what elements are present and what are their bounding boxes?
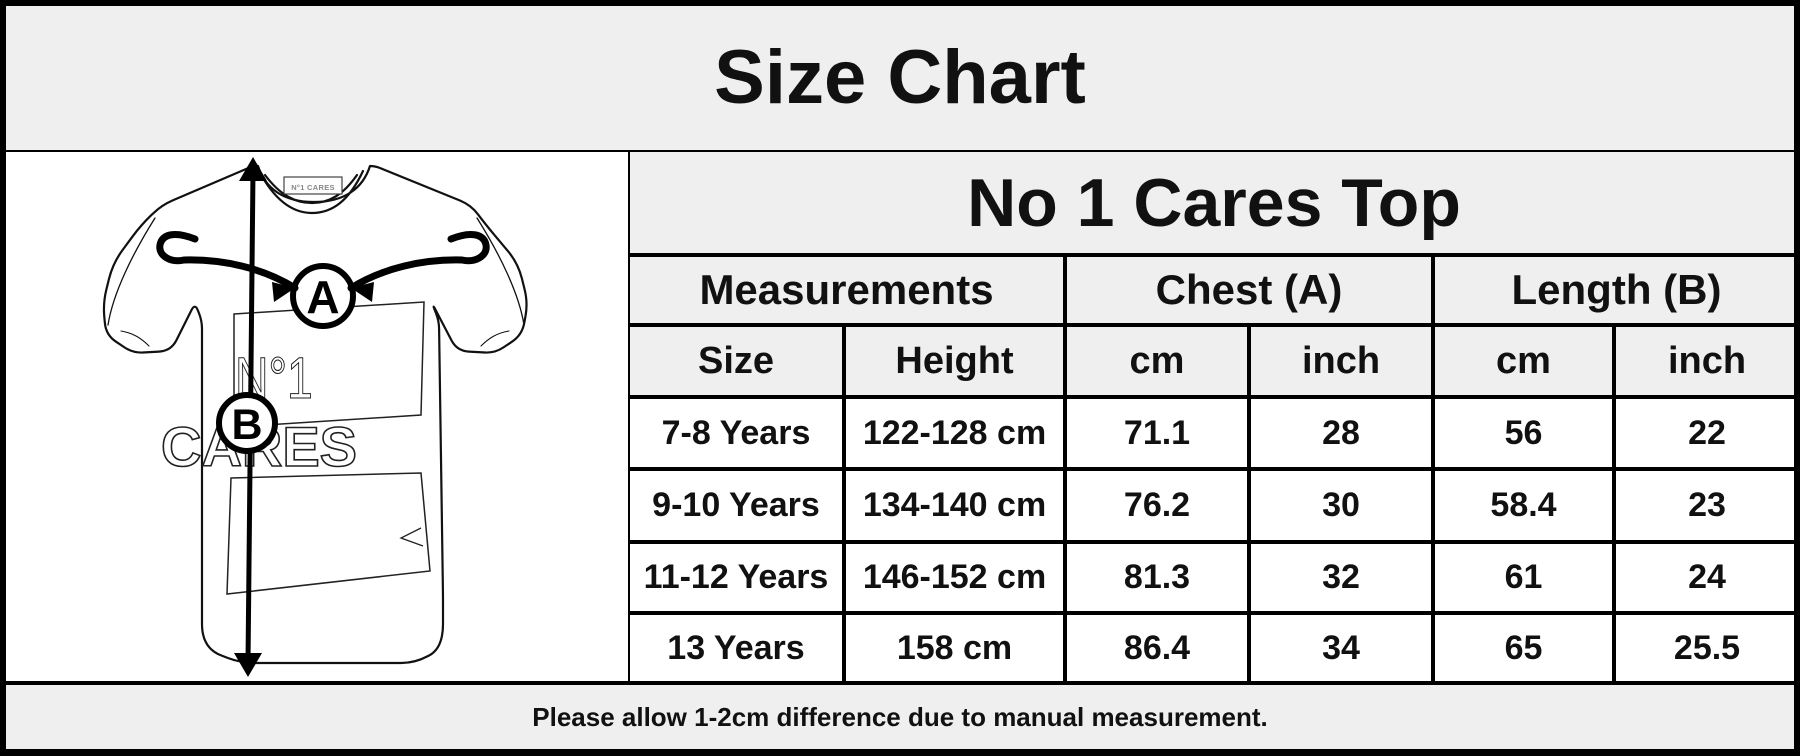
svg-text:B: B: [231, 401, 262, 449]
svg-text:A: A: [306, 271, 339, 323]
svg-text:N°1 CARES: N°1 CARES: [291, 183, 335, 192]
